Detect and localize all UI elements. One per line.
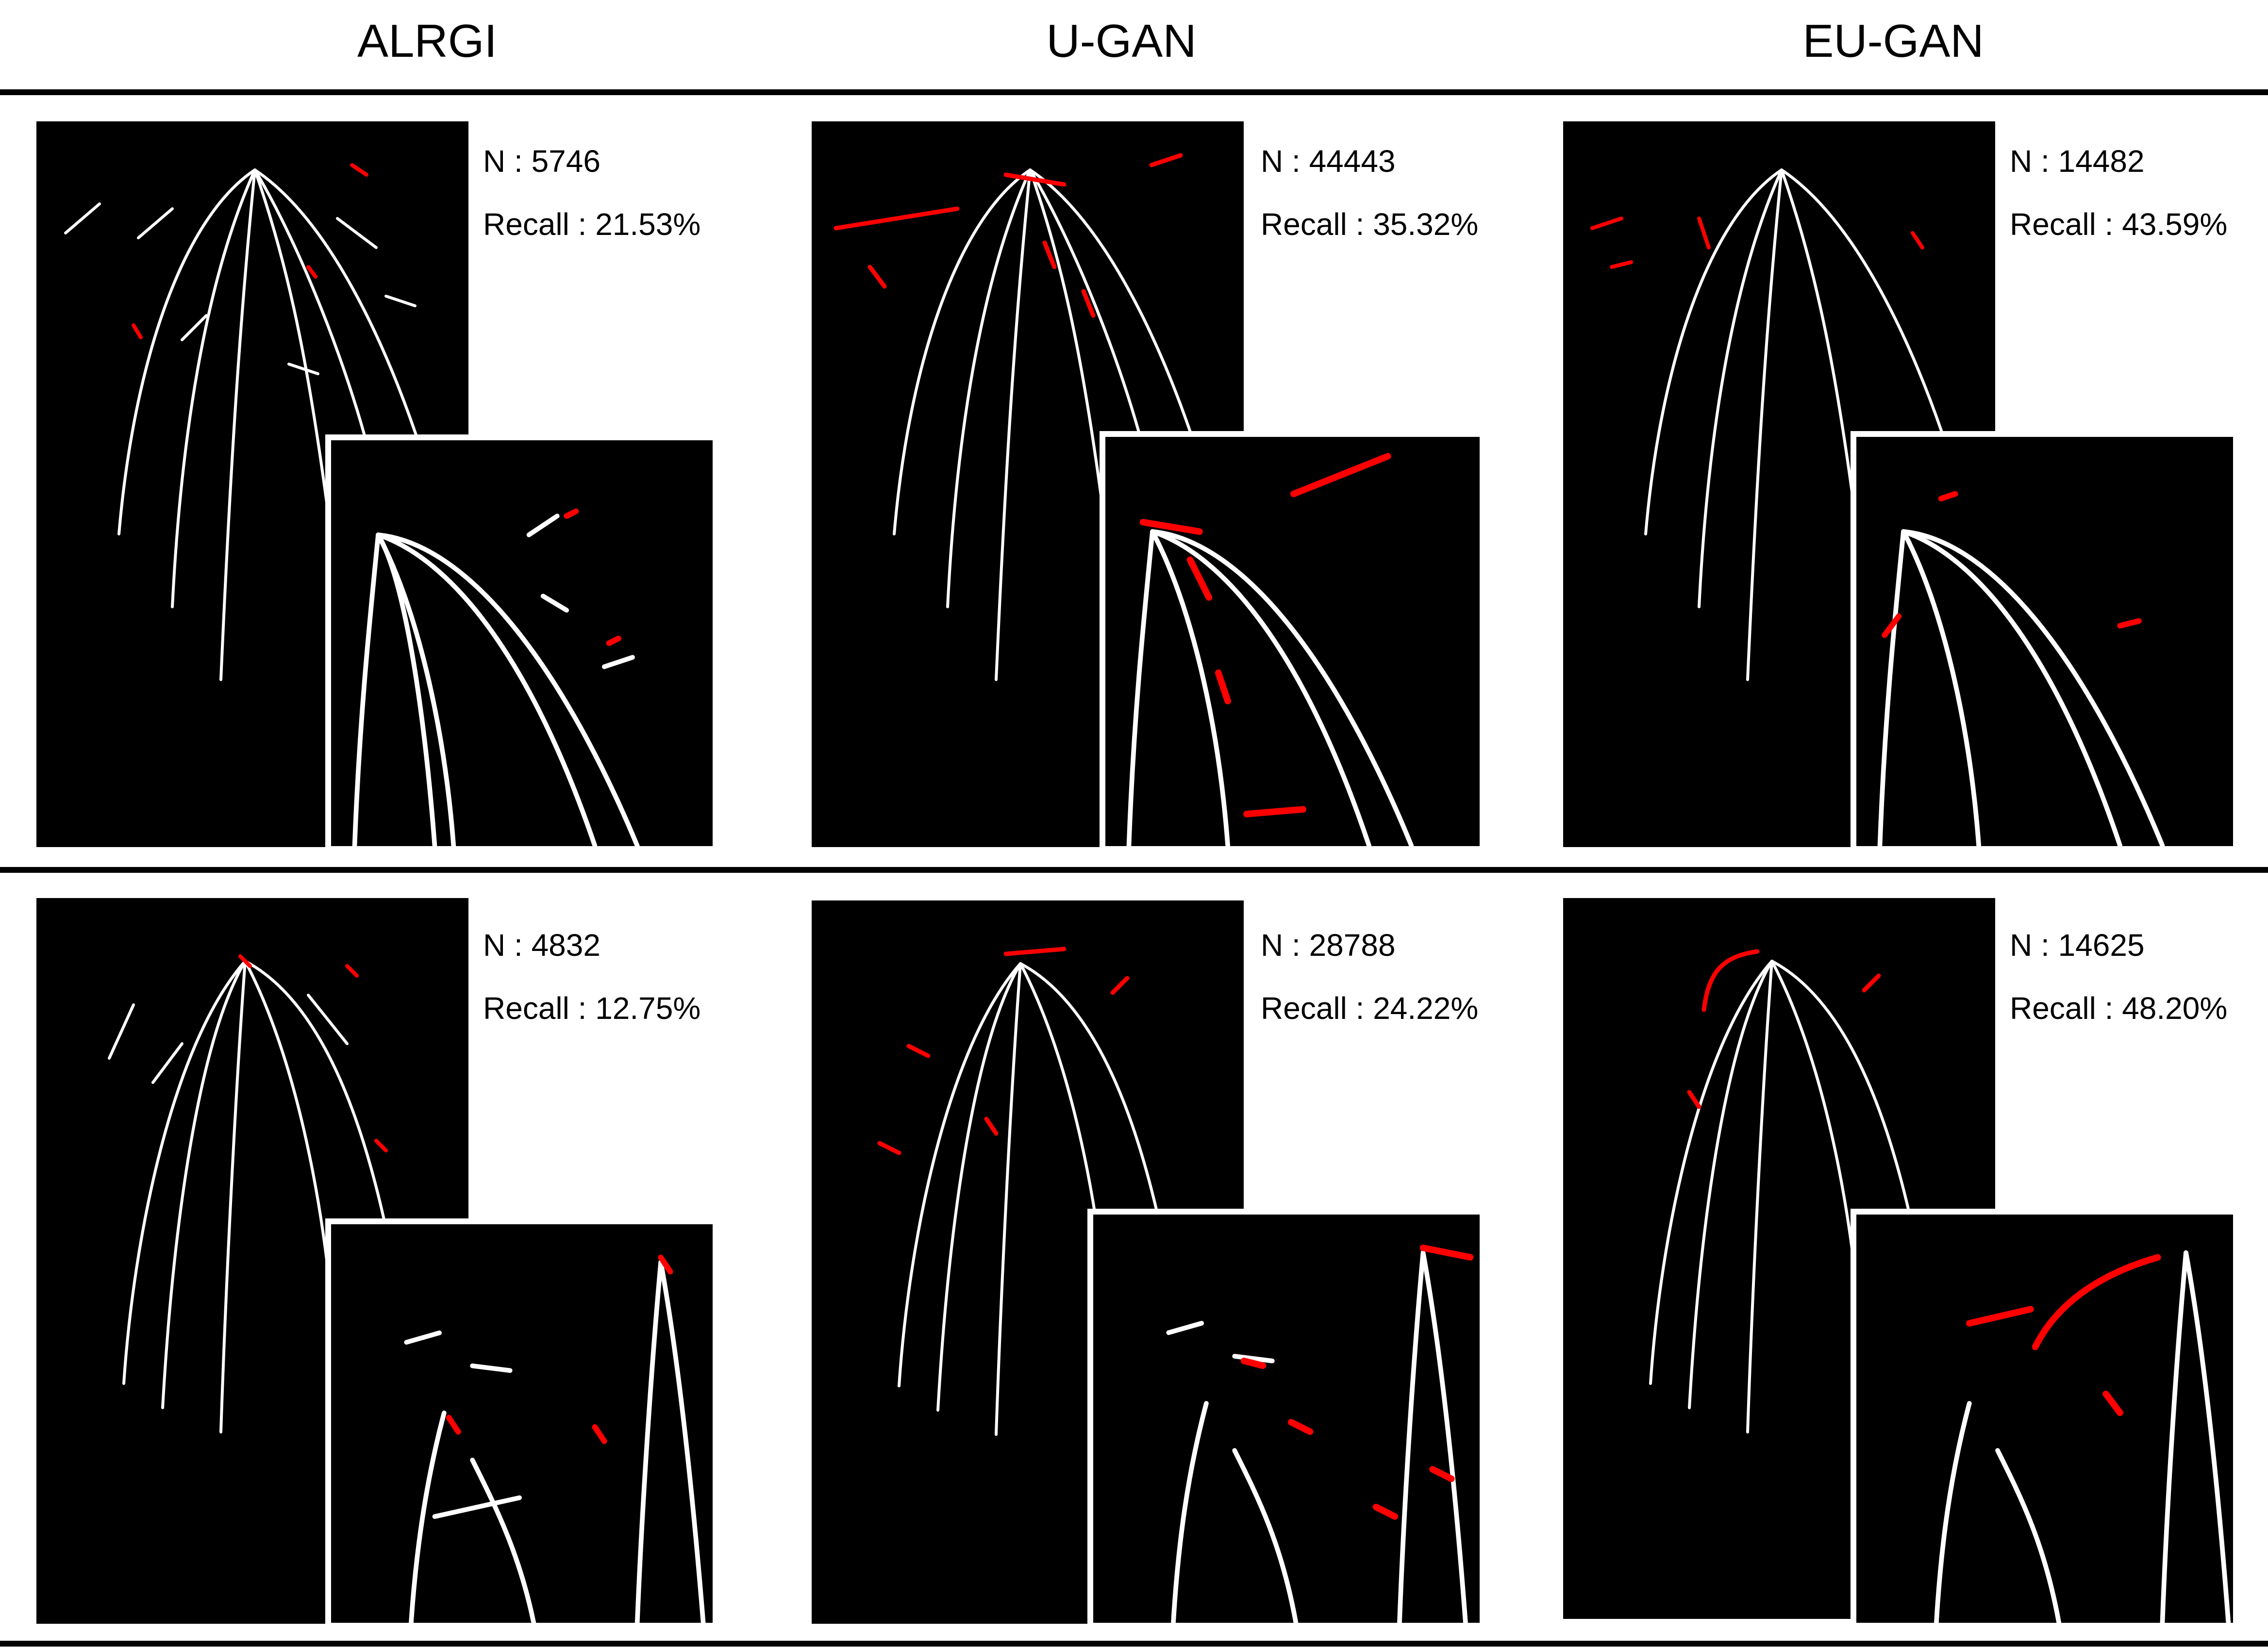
column-header-u-gan: U-GAN [1046,15,1197,67]
zoom-root-traces [1166,1244,1474,1623]
zoom-root-traces [1934,1250,2231,1623]
root-traces [834,153,1201,681]
n-count: N : 14625 [2010,928,2145,963]
zoom-root-traces [404,1254,706,1623]
n-count: N : 28788 [1261,928,1396,963]
recall-value: Recall : 21.53% [483,207,701,242]
recall-value: Recall : 12.75% [483,991,701,1026]
n-count: N : 14482 [2010,144,2145,179]
recall-value: Recall : 35.32% [1261,207,1479,242]
zoom-inset-eu-gan-row2 [1851,1209,2239,1629]
bottom-divider [0,1641,2268,1647]
zoom-inset-u-gan-row2 [1087,1209,1485,1629]
zoom-inset-u-gan-row1 [1100,431,1485,852]
column-header-eu-gan: EU-GAN [1802,15,1984,67]
zoom-inset-alrgi-row1 [325,434,718,852]
header-divider [0,89,2268,95]
zoom-inset-eu-gan-row1 [1851,431,2239,852]
zoom-root-traces [1877,491,2165,846]
zoom-root-traces [352,508,640,846]
n-count: N : 44443 [1261,144,1396,179]
recall-value: Recall : 43.59% [2010,207,2228,242]
root-traces [64,163,426,681]
n-count: N : 4832 [483,928,600,963]
n-count: N : 5746 [483,144,600,179]
recall-value: Recall : 24.22% [1261,991,1479,1026]
root-traces [1590,168,1953,681]
row-divider [0,867,2268,873]
zoom-root-traces [1126,453,1414,846]
column-header-alrgi: ALRGI [357,15,498,67]
zoom-inset-alrgi-row2 [325,1218,718,1629]
recall-value: Recall : 48.20% [2010,991,2228,1026]
